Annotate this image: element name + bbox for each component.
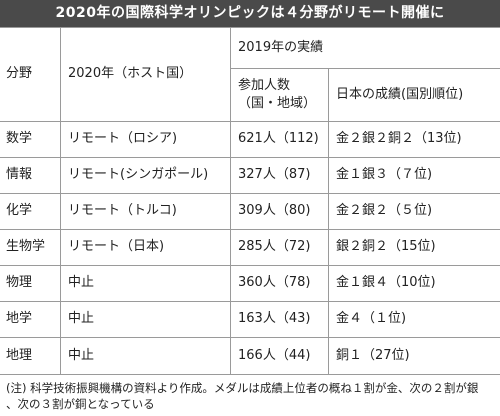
header-japan-results: 日本の成績(国別順位) xyxy=(336,87,464,102)
cell-participants: 309人（80) xyxy=(238,203,311,218)
cell-field: 情報 xyxy=(6,167,33,182)
cell-participants: 163人（43) xyxy=(238,311,311,326)
subheader-divider xyxy=(230,68,500,69)
cell-japan-results: 金１銀４（10位) xyxy=(336,275,436,290)
cell-participants: 327人（87) xyxy=(238,167,311,182)
cell-host: 中止 xyxy=(68,275,95,290)
header-host: 2020年（ホスト国） xyxy=(68,66,193,81)
header-results-2019: 2019年の実績 xyxy=(238,40,324,55)
row-divider xyxy=(0,157,500,158)
cell-participants: 166人（44) xyxy=(238,348,311,363)
cell-participants: 360人（78) xyxy=(238,275,311,290)
cell-field: 数学 xyxy=(6,131,33,146)
footnote: (注) 科学技術振興機構の資料より作成。メダルは成績上位者の概ね１割が金、次の２… xyxy=(6,380,494,412)
footnote-line: (注) 科学技術振興機構の資料より作成。メダルは成績上位者の概ね１割が金、次の２… xyxy=(6,381,479,395)
footnote-line: 、次の３割が銅となっている xyxy=(6,397,155,411)
cell-field: 地理 xyxy=(6,348,33,363)
cell-japan-results: 金１銀３（７位) xyxy=(336,167,433,182)
cell-japan-results: 金２銀２（５位) xyxy=(336,203,433,218)
cell-field: 地学 xyxy=(6,311,33,326)
cell-field: 生物学 xyxy=(6,239,46,254)
results-table: 分野 2020年（ホスト国） 2019年の実績 参加人数 （国・地域） 日本の成… xyxy=(0,27,500,375)
header-field: 分野 xyxy=(6,66,33,81)
cell-field: 化学 xyxy=(6,203,33,218)
header-participants-sub: （国・地域） xyxy=(238,96,317,111)
cell-host: 中止 xyxy=(68,311,95,326)
column-divider xyxy=(60,27,61,374)
cell-host: リモート（トルコ) xyxy=(68,203,177,218)
table-border-top xyxy=(0,27,500,28)
column-divider xyxy=(328,68,329,374)
column-divider xyxy=(230,27,231,374)
cell-japan-results: 銀２銅２（15位) xyxy=(336,239,436,254)
cell-participants: 285人（72) xyxy=(238,239,311,254)
cell-japan-results: 金４（１位) xyxy=(336,311,407,326)
cell-japan-results: 金２銀２銅２（13位) xyxy=(336,131,462,146)
title-bar: 2020年の国際科学オリンピックは４分野がリモート開催に xyxy=(0,0,500,27)
cell-host: リモート（ロシア) xyxy=(68,131,178,146)
cell-participants: 621人（112) xyxy=(238,131,319,146)
cell-host: リモート（日本) xyxy=(68,239,165,254)
cell-host: リモート(シンガポール) xyxy=(68,167,209,182)
cell-host: 中止 xyxy=(68,348,95,363)
cell-field: 物理 xyxy=(6,275,33,290)
row-divider xyxy=(0,229,500,230)
row-divider xyxy=(0,337,500,338)
table-border-bottom xyxy=(0,374,500,375)
header-divider xyxy=(0,121,500,122)
row-divider xyxy=(0,301,500,302)
header-participants: 参加人数 xyxy=(238,78,291,93)
row-divider xyxy=(0,193,500,194)
cell-japan-results: 銅１（27位) xyxy=(336,348,410,363)
row-divider xyxy=(0,265,500,266)
